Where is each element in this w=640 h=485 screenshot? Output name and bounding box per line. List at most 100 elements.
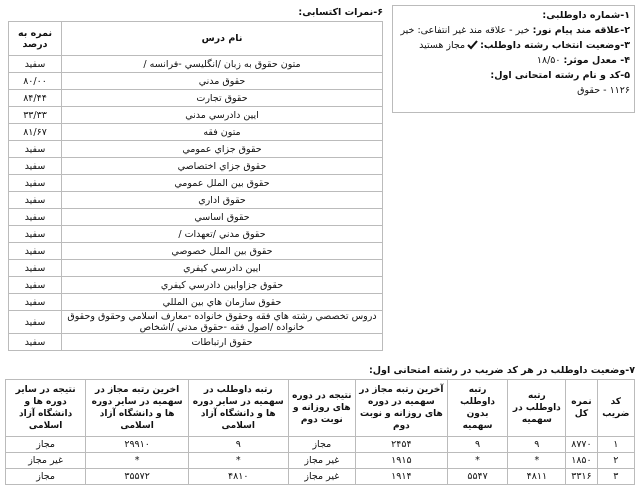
table-row: حقوق تجارت ۸۴/۴۴ (8, 89, 383, 107)
table-cell: ايين دادرسي كيفري (61, 259, 383, 277)
table-cell: حقوق مدني /تعهدات / (61, 225, 383, 243)
table-row: حقوق مدني ۸۰/۰۰ (8, 72, 383, 90)
table-cell: حقوق جزاوايين دادرسي كيفري (61, 276, 383, 294)
info-label: ۴- معدل موثر: (563, 55, 630, 66)
info-line: ۲-علاقه مند پیام نور: خیر - علاقه مند غی… (397, 23, 630, 38)
quota-table: کد ضریب نمره کل رتبه داوطلب در سهمیه رتبه د… (4, 379, 636, 485)
table-row: حقوق بين الملل عمومي سفيد (8, 174, 383, 192)
header-row: نام درس نمره به درصد (8, 21, 383, 56)
table-cell: ۹ (446, 436, 509, 453)
table-cell: حقوق بين الملل عمومي (61, 174, 383, 192)
table-cell: ۱ (596, 436, 636, 453)
table-row: حقوق جزاي عمومي سفيد (8, 140, 383, 158)
column-header: نتیجه در سایر دوره ها و دانشگاه آزاد اسل… (4, 379, 87, 437)
table-cell: غیر مجاز (287, 468, 357, 485)
section-title: ۶-نمرات اکتسابی: (298, 7, 383, 18)
table-cell: حقوق مدني (61, 72, 383, 90)
table-cell: ۱۹۱۵ (355, 452, 448, 469)
table-cell: * (446, 452, 509, 469)
table-cell: غیر مجاز (287, 452, 357, 469)
column-header: کد ضریب (596, 379, 636, 437)
table-cell: متون حقوق به زبان /انگليسي -فرانسه / (61, 55, 383, 73)
table-cell: غیر مجاز (4, 452, 87, 469)
table-cell: سفيد (8, 55, 62, 73)
table-cell: ۳۳/۳۳ (8, 106, 62, 124)
column-header: نمره به درصد (8, 21, 62, 56)
table-row: حقوق بين الملل خصوصي سفيد (8, 242, 383, 260)
table-row: متون حقوق به زبان /انگليسي -فرانسه / سفيد (8, 55, 383, 73)
column-header: نمره کل (565, 379, 598, 437)
table-cell: سفيد (8, 276, 62, 294)
table-row: حقوق سازمان هاي بين المللي سفيد (8, 293, 383, 311)
table-row: دروس تخصصي رشته هاي فقه وحقوق خانواده -م… (8, 310, 383, 334)
table-cell: حقوق اساسي (61, 208, 383, 226)
column-header: نتیجه در دوره های روزانه و نوبت دوم (287, 379, 357, 437)
table-cell: ايين دادرسي مدني (61, 106, 383, 124)
table-cell: مجاز (4, 468, 87, 485)
info-label: ۳-وضعیت انتخاب رشته داوطلب: (480, 40, 630, 51)
table-cell: حقوق ارتباطات (61, 333, 383, 351)
table-cell: ۴۸۱۰ (187, 468, 289, 485)
table-row: متون فقه ۸۱/۶۷ (8, 123, 383, 141)
column-header: نام درس (61, 21, 383, 56)
table-cell: * (507, 452, 567, 469)
info-value: ۱۱۲۶ - حقوق (577, 85, 630, 96)
table-row: حقوق اداري سفيد (8, 191, 383, 209)
table-cell: متون فقه (61, 123, 383, 141)
table-cell: سفيد (8, 157, 62, 175)
table-cell: مجاز (287, 436, 357, 453)
info-label: ۲-علاقه مند پیام نور: (532, 25, 630, 36)
table-cell: حقوق تجارت (61, 89, 383, 107)
table-cell: سفيد (8, 242, 62, 260)
table-row: حقوق اساسي سفيد (8, 208, 383, 226)
table-cell: حقوق جزاي اختصاصي (61, 157, 383, 175)
info-value: مجاز هستید (419, 40, 466, 51)
table-cell: ۱۸۵۰ (565, 452, 598, 469)
column-header: رتبه داوطلب بدون سهمیه (446, 379, 509, 437)
check-icon (467, 40, 478, 50)
table-row: حقوق جزاوايين دادرسي كيفري سفيد (8, 276, 383, 294)
table-cell: مجاز (4, 436, 87, 453)
info-line: ۳-وضعیت انتخاب رشته داوطلب: مجاز هستید (397, 38, 630, 53)
table-row: حقوق مدني /تعهدات / سفيد (8, 225, 383, 243)
info-line: ۵-کد و نام رشته امتحانی اول: (397, 68, 630, 83)
section-title: ۷-وضعیت داوطلب در هر کد ضریب در رشته امت… (369, 365, 635, 376)
grades-section: ۶-نمرات اکتسابی: نام درس نمره به درصد متون… (8, 5, 383, 351)
table-cell: سفيد (8, 140, 62, 158)
column-header: رتبه داوطلب در سهمیه در سایر دوره ها و د… (187, 379, 289, 437)
table-cell: ۲ (596, 452, 636, 469)
table-cell: ۸۰/۰۰ (8, 72, 62, 90)
table-cell: سفيد (8, 293, 62, 311)
table-row: ۲ ۱۸۵۰ * * ۱۹۱۵ غیر مجاز * * غیر مجاز (4, 452, 636, 469)
table-cell: ۲۹۹۱۰ (85, 436, 189, 453)
table-cell: حقوق سازمان هاي بين المللي (61, 293, 383, 311)
table-cell: سفيد (8, 208, 62, 226)
table-row: ۳ ۳۳۱۶ ۴۸۱۱ ۵۵۴۷ ۱۹۱۴ غیر مجاز ۴۸۱۰ ۳۵۵۷۲ مجاز (4, 468, 636, 485)
info-label: ۱-شماره داوطلبی: (542, 10, 630, 21)
info-value: خیر - علاقه مند غیر انتفاعی: خیر (400, 25, 530, 36)
table-row: ايين دادرسي مدني ۳۳/۳۳ (8, 106, 383, 124)
table-cell: سفيد (8, 174, 62, 192)
table-row: ۱ ۸۷۷۰ ۹ ۹ ۲۴۵۴ مجاز ۹ ۲۹۹۱۰ مجاز (4, 436, 636, 453)
table-cell: ۴۸۱۱ (507, 468, 567, 485)
table-row: حقوق ارتباطات سفيد (8, 333, 383, 351)
info-line: ۱۱۲۶ - حقوق (397, 83, 630, 98)
column-header: رتبه داوطلب در سهمیه (507, 379, 567, 437)
table-cell: ۱۹۱۴ (355, 468, 448, 485)
table-cell: ۳۵۵۷۲ (85, 468, 189, 485)
table-cell: ۸۷۷۰ (565, 436, 598, 453)
table-cell: ۸۱/۶۷ (8, 123, 62, 141)
table-cell: حقوق اداري (61, 191, 383, 209)
table-cell: سفيد (8, 310, 62, 334)
table-row: حقوق جزاي اختصاصي سفيد (8, 157, 383, 175)
table-cell: سفيد (8, 333, 62, 351)
header-row: کد ضریب نمره کل رتبه داوطلب در سهمیه رتبه د… (4, 379, 636, 437)
table-cell: سفيد (8, 225, 62, 243)
info-line: ۱-شماره داوطلبی: (397, 8, 630, 23)
quota-section: ۷-وضعیت داوطلب در هر کد ضریب در رشته امت… (4, 363, 636, 485)
column-header: آخرین رتبه مجاز در سهمیه در دوره های روز… (355, 379, 448, 437)
table-cell: دروس تخصصي رشته هاي فقه وحقوق خانواده -م… (61, 310, 383, 334)
info-label: ۵-کد و نام رشته امتحانی اول: (490, 70, 630, 81)
table-cell: سفيد (8, 259, 62, 277)
